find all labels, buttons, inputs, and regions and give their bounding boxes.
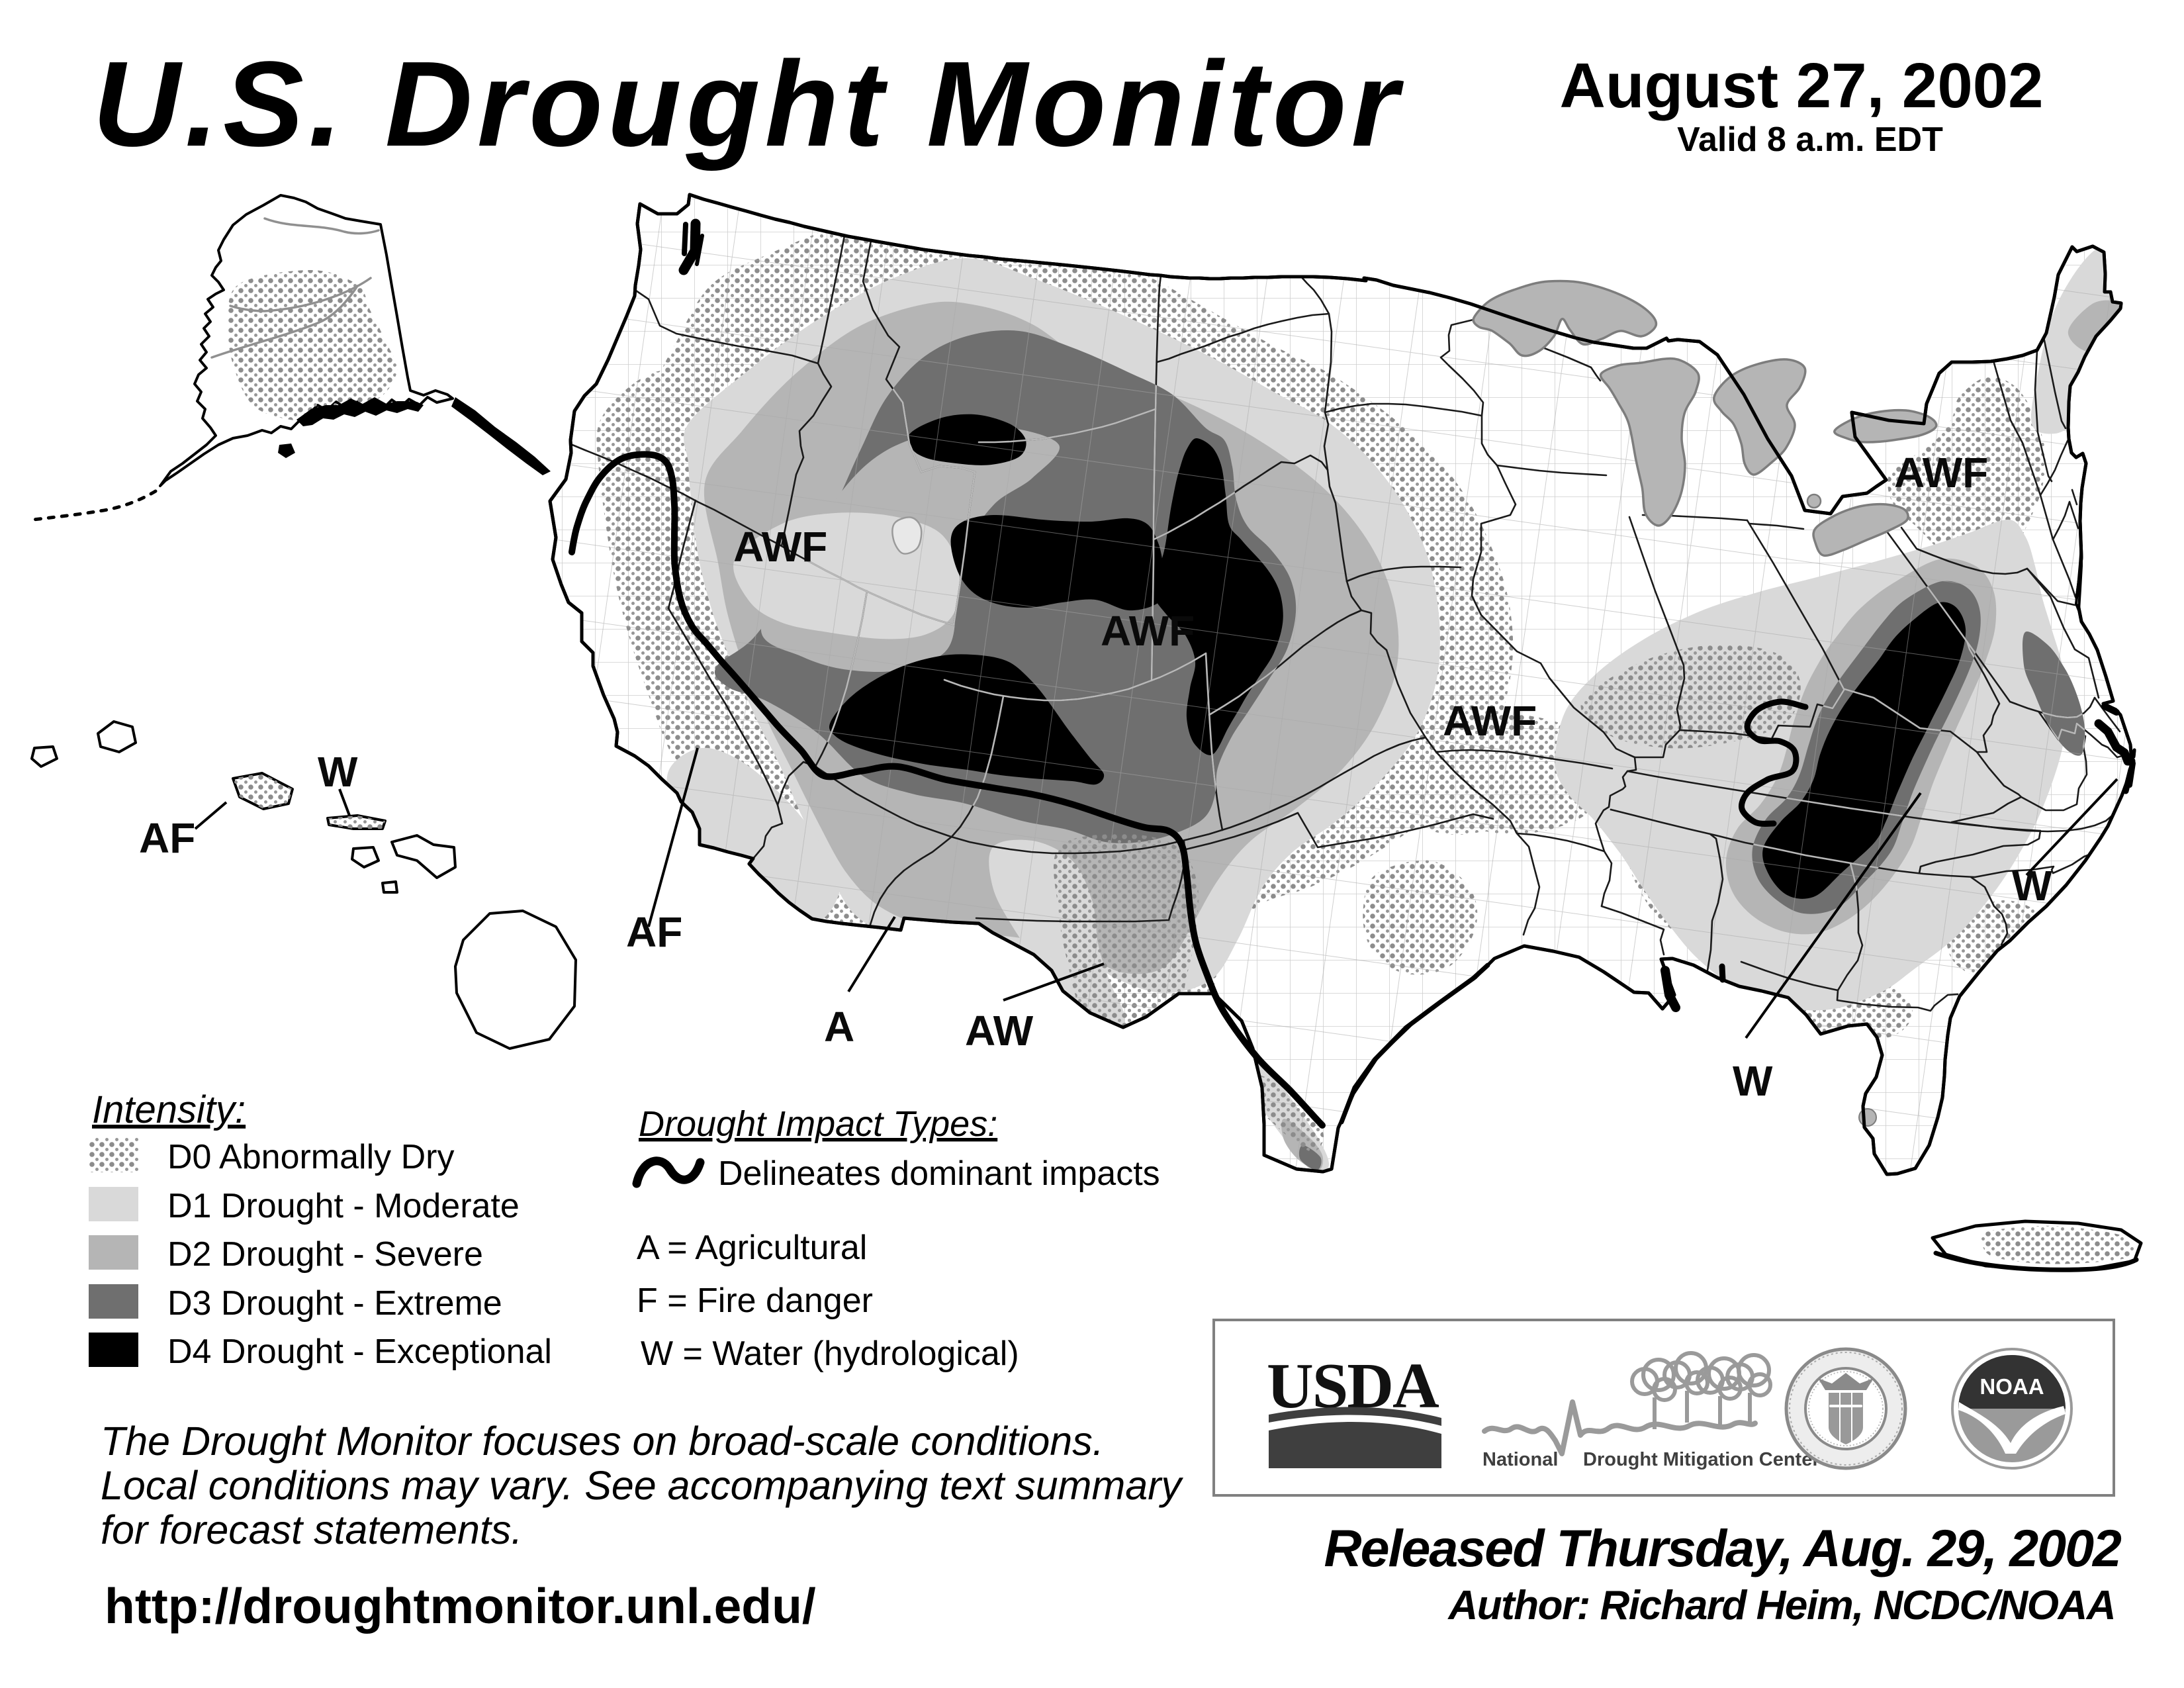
svg-text:D4 Drought - Exceptional: D4 Drought - Exceptional [167,1333,552,1371]
svg-text:for forecast statements.: for forecast statements. [101,1507,522,1552]
svg-text:Valid 8 a.m. EDT: Valid 8 a.m. EDT [1677,120,1943,159]
svg-text:W: W [2012,862,2052,910]
svg-text:W = Water (hydrological): W = Water (hydrological) [641,1335,1019,1373]
svg-text:W: W [318,748,358,796]
svg-text:AF: AF [139,814,195,862]
svg-text:National: National [1482,1449,1558,1470]
svg-text:D3 Drought - Extreme: D3 Drought - Extreme [167,1284,502,1323]
svg-text:Released Thursday, Aug. 29, 20: Released Thursday, Aug. 29, 2002 [1324,1519,2122,1577]
svg-text:W: W [1733,1057,1773,1105]
svg-text:August 27, 2002: August 27, 2002 [1560,50,2044,121]
svg-text:Drought Mitigation Center: Drought Mitigation Center [1583,1449,1820,1470]
svg-text:AWF: AWF [1894,449,1988,496]
svg-text:AWF: AWF [1101,607,1195,655]
svg-text:Author: Richard Heim, NCDC/NOA: Author: Richard Heim, NCDC/NOAA [1447,1583,2115,1628]
svg-text:http://droughtmonitor.unl.edu/: http://droughtmonitor.unl.edu/ [105,1578,816,1634]
svg-text:F = Fire danger: F = Fire danger [637,1282,873,1320]
svg-text:A: A [824,1003,854,1051]
svg-text:Drought Impact Types:: Drought Impact Types: [639,1104,997,1144]
svg-text:NOAA: NOAA [1979,1374,2044,1399]
svg-text:D2 Drought - Severe: D2 Drought - Severe [167,1235,483,1274]
svg-text:D0 Abnormally Dry: D0 Abnormally Dry [167,1138,454,1176]
svg-text:The Drought Monitor focuses on: The Drought Monitor focuses on broad-sca… [101,1419,1104,1464]
svg-text:U.S. Drought Monitor: U.S. Drought Monitor [93,36,1404,171]
svg-text:D1 Drought - Moderate: D1 Drought - Moderate [167,1187,520,1225]
svg-text:AWF: AWF [733,523,827,571]
svg-text:AF: AF [626,908,682,956]
svg-text:AWF: AWF [1443,697,1537,745]
svg-text:AW: AW [965,1007,1034,1055]
svg-text:A = Agricultural: A = Agricultural [637,1229,867,1267]
svg-text:Intensity:: Intensity: [92,1088,246,1131]
svg-text:Local conditions may vary. See: Local conditions may vary. See accompany… [101,1463,1184,1508]
svg-text:Delineates dominant impacts: Delineates dominant impacts [718,1154,1160,1193]
